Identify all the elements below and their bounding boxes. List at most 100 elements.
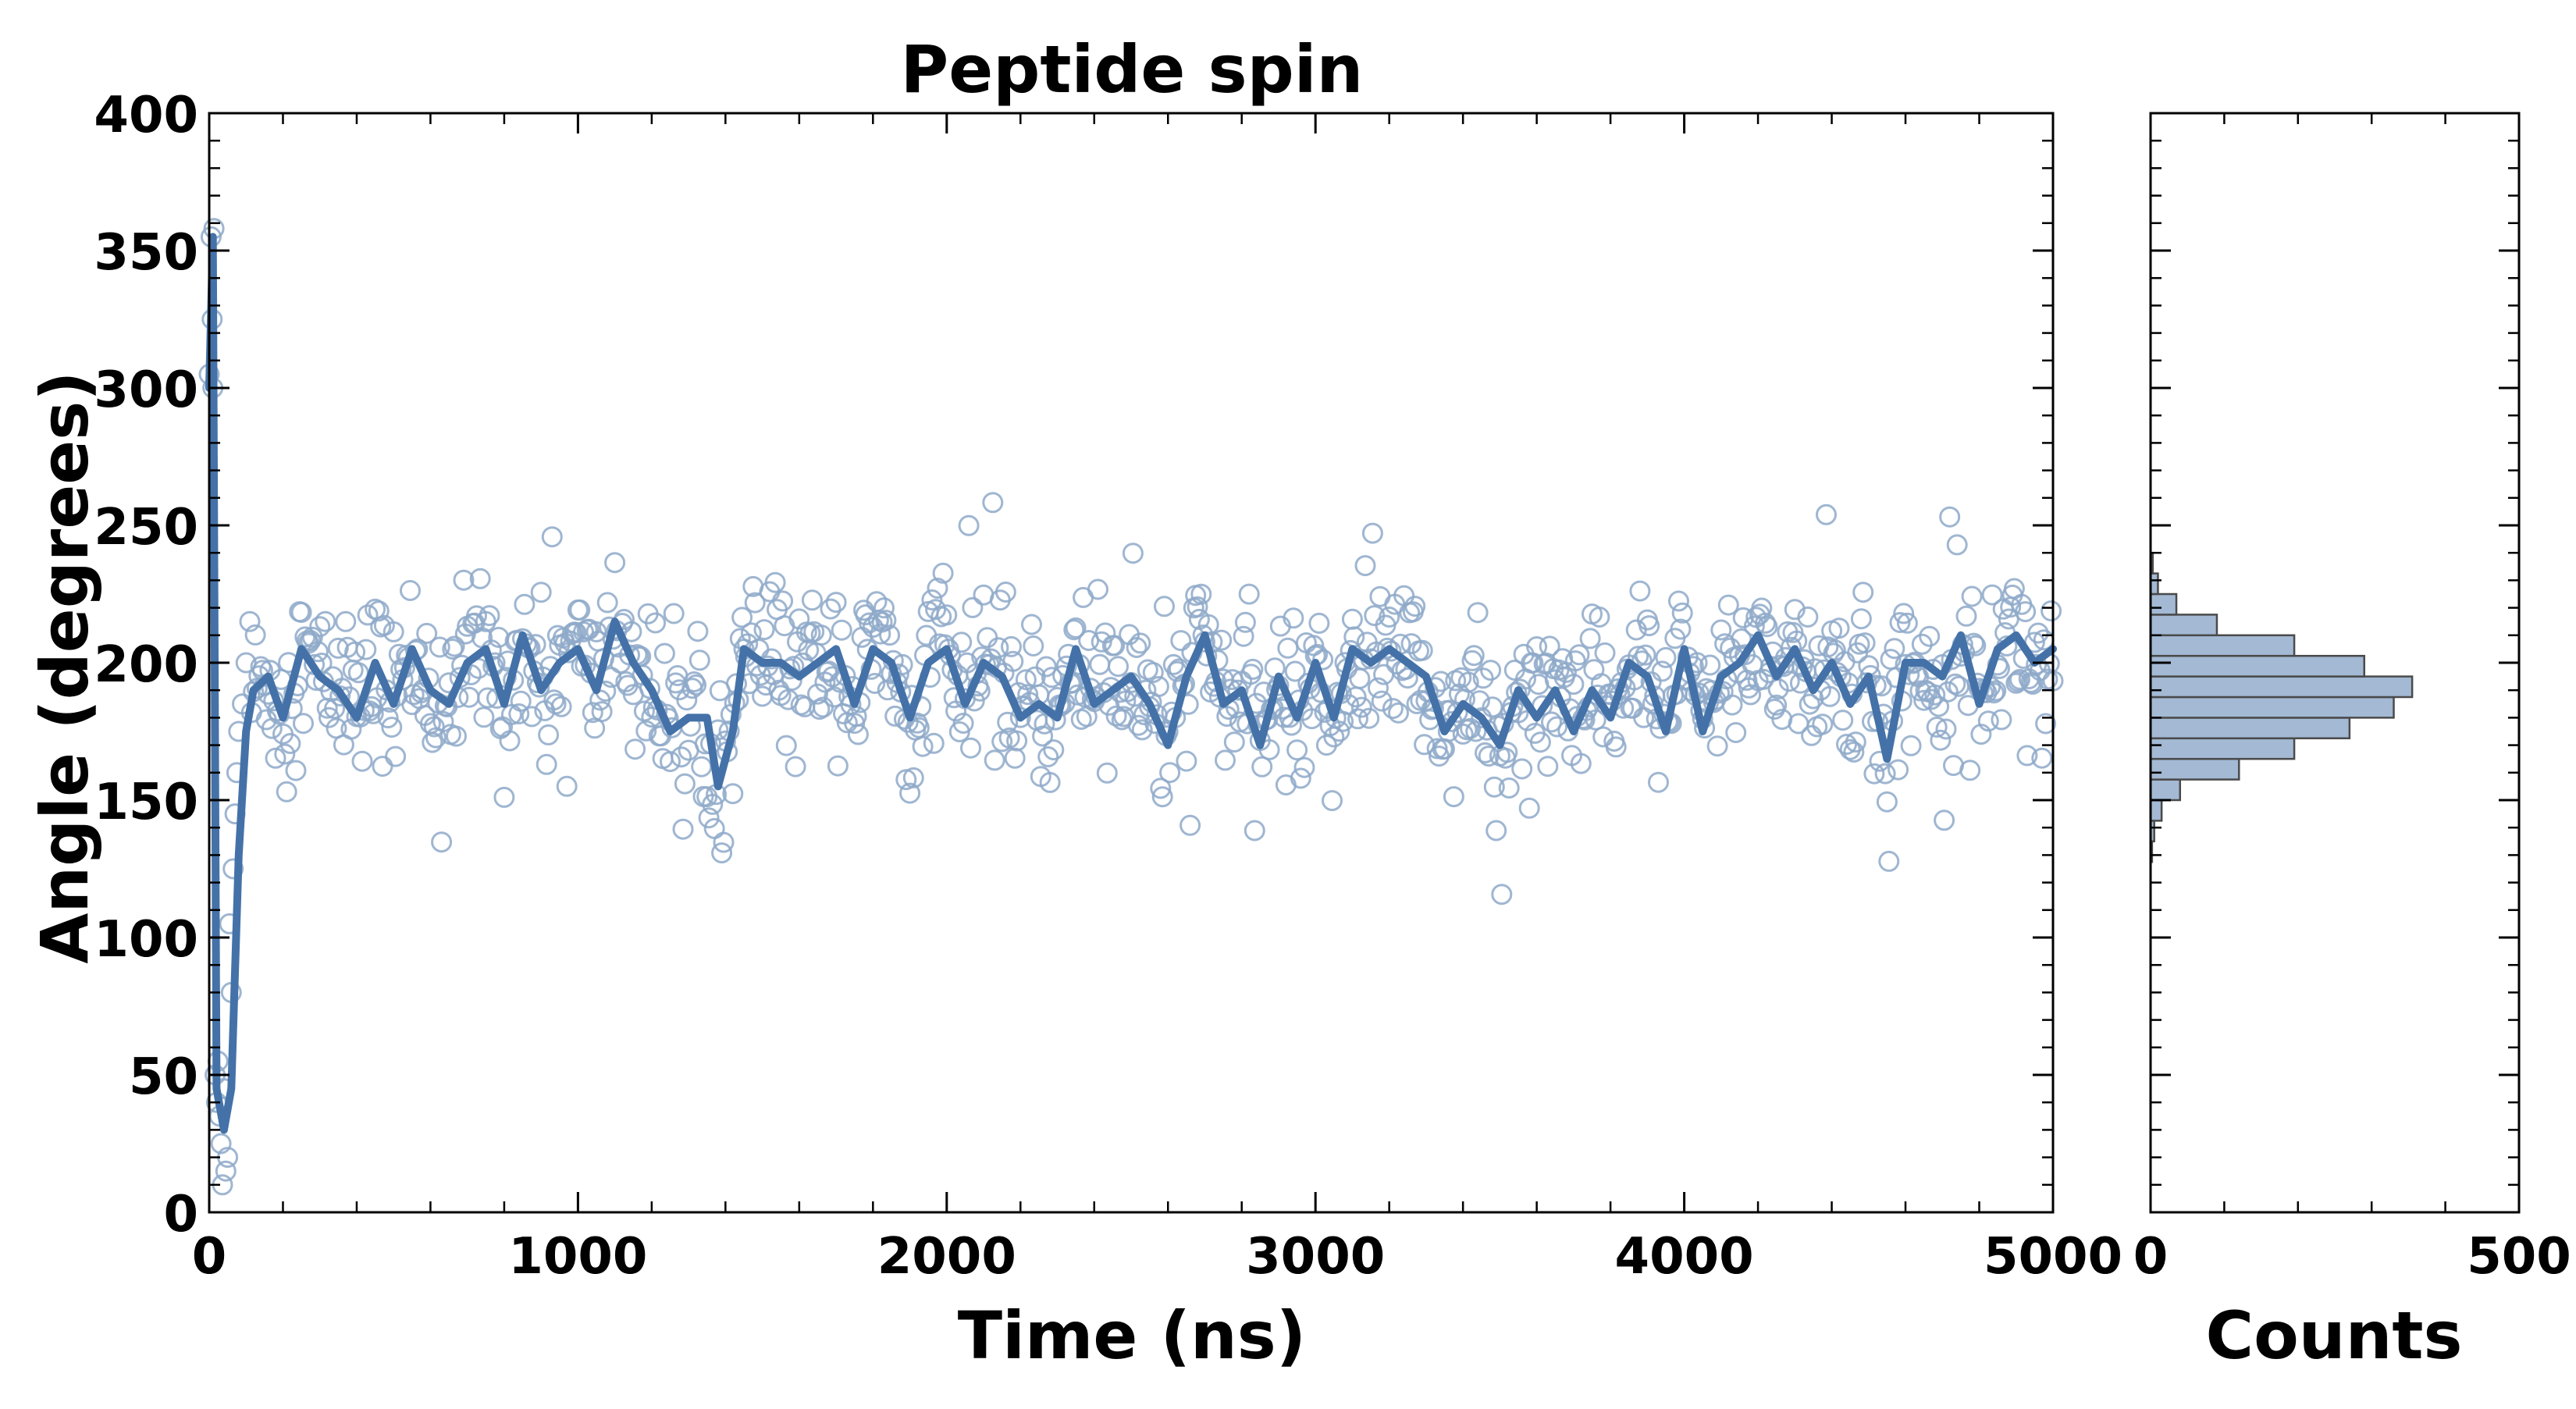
- scatter-point: [875, 610, 897, 632]
- scatter-point: [2016, 745, 2038, 767]
- scatter-point: [1928, 696, 1950, 717]
- scatter-point: [1034, 713, 1055, 735]
- x-tick-label: 4000: [1615, 1228, 1754, 1286]
- scatter-point: [1096, 762, 1118, 784]
- scatter-point: [1799, 693, 1820, 715]
- scatter-point: [912, 735, 934, 757]
- scatter-point: [1187, 596, 1208, 617]
- scatter-point: [1037, 746, 1059, 767]
- scatter-point: [582, 702, 603, 724]
- scatter-point: [984, 749, 1005, 771]
- histogram-ticks: 0 500: [2133, 112, 2571, 1286]
- scatter-point: [1017, 684, 1039, 706]
- scatter-point: [604, 552, 626, 574]
- scatter-point: [1350, 696, 1372, 718]
- scatter-point: [1568, 644, 1590, 666]
- scatter-point: [1725, 722, 1747, 743]
- scatter-point: [422, 731, 443, 753]
- scatter-point: [873, 597, 895, 619]
- scatter-point: [1308, 612, 1330, 634]
- scatter-point: [1397, 667, 1418, 689]
- scatter-point: [1151, 786, 1173, 808]
- scatter-point: [703, 817, 725, 839]
- scatter-point: [530, 582, 552, 603]
- scatter-point: [510, 690, 532, 712]
- scatter-point: [1015, 669, 1037, 691]
- y-tick-label: 400: [94, 87, 198, 144]
- scatter-point: [809, 699, 831, 721]
- scatter-point: [2041, 600, 2062, 622]
- scatter-point: [1349, 667, 1371, 689]
- scatter-point: [1605, 736, 1627, 758]
- scatter-point: [1878, 850, 1900, 872]
- scatter-point: [1223, 731, 1245, 753]
- histogram-plot: 0 500: [2133, 112, 2571, 1286]
- scatter-point: [458, 686, 480, 708]
- scatter-point: [1329, 721, 1350, 742]
- scatter-point: [1147, 676, 1169, 697]
- histogram-bar: [2149, 737, 2296, 760]
- scatter-point: [921, 589, 943, 610]
- scatter-point: [825, 592, 847, 614]
- scatter-point: [785, 756, 806, 777]
- histogram-bar: [2149, 675, 2414, 699]
- scatter-point: [538, 724, 560, 745]
- scatter-point: [1828, 617, 1850, 639]
- scatter-point: [1671, 602, 1693, 624]
- scatter-point: [653, 642, 675, 664]
- scatter-point: [1087, 578, 1108, 600]
- scatter-point: [265, 747, 286, 769]
- hist-x-tick-label: 500: [2467, 1228, 2571, 1286]
- scatter-point: [1570, 753, 1592, 774]
- scatter-point: [327, 637, 349, 659]
- scatter-point: [1651, 660, 1673, 682]
- histogram-bar: [2149, 654, 2366, 678]
- scatter-point: [895, 769, 917, 791]
- x-tick-label: 2000: [877, 1228, 1016, 1286]
- scatter-point: [535, 753, 557, 775]
- scatter-point: [676, 689, 698, 711]
- scatter-point: [1935, 718, 1957, 740]
- scatter-point: [335, 610, 357, 632]
- y-tick-label: 100: [94, 911, 198, 969]
- scatter-point: [879, 624, 901, 646]
- scatter-point: [960, 737, 981, 759]
- scatter-point: [1919, 625, 1941, 647]
- scatter-point: [1041, 667, 1062, 688]
- scatter-point: [1283, 607, 1304, 629]
- scatter-point: [1468, 690, 1490, 712]
- scatter-point: [473, 706, 495, 728]
- scatter-point: [711, 842, 733, 864]
- scatter-point: [688, 649, 710, 671]
- scatter-point: [276, 781, 297, 802]
- scatter-point: [1816, 503, 1837, 525]
- scatter-point: [382, 621, 404, 642]
- scatter-point: [2007, 671, 2029, 692]
- scatter-point: [1179, 814, 1201, 836]
- scatter-point: [962, 596, 984, 618]
- scatter-point: [1382, 698, 1404, 720]
- histogram-x-axis-label: Counts: [2205, 1297, 2462, 1374]
- scatter-point: [1368, 677, 1389, 699]
- scatter-point: [987, 637, 1009, 659]
- scatter-point: [1511, 758, 1533, 780]
- scatter-point: [2009, 668, 2030, 690]
- scatter-point: [1002, 650, 1024, 672]
- scatter-point: [1981, 584, 2003, 606]
- scatter-point: [1104, 635, 1126, 656]
- scatter-point: [994, 582, 1016, 603]
- scatter-point: [1939, 506, 1961, 528]
- scatter-point: [1911, 633, 1933, 655]
- scatter-point: [1498, 777, 1520, 799]
- scatter-point: [1347, 708, 1368, 730]
- scatter-point: [1154, 596, 1175, 617]
- scatter-point: [772, 590, 794, 612]
- scatter-point: [274, 743, 296, 765]
- scatter-point: [324, 698, 346, 720]
- scatter-point: [779, 658, 801, 680]
- scatter-point: [1900, 735, 1922, 756]
- scatter-point: [936, 604, 958, 626]
- scatter-point: [1023, 635, 1044, 656]
- scatter-point: [1706, 735, 1728, 757]
- scatter-point: [1717, 594, 1739, 616]
